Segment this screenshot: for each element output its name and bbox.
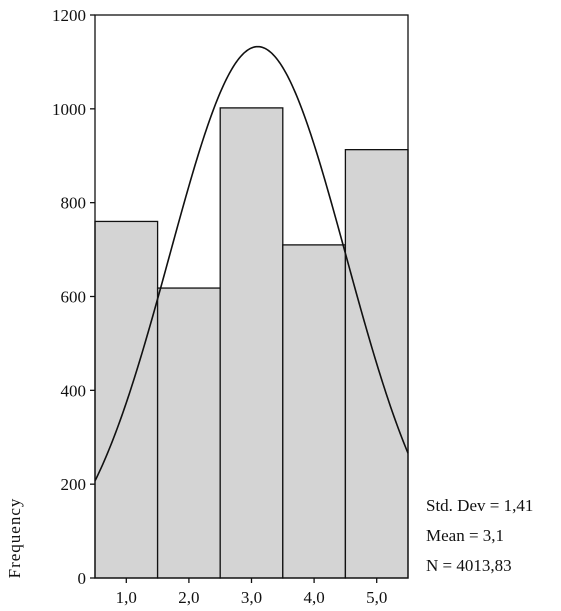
y-tick-label: 800	[61, 194, 87, 213]
x-axis: 1,0 2,0 3,0 4,0 5,0	[116, 578, 387, 607]
x-tick-label: 3,0	[241, 588, 262, 607]
histogram-bar	[282, 244, 347, 579]
y-axis: 0 200 400 600 800 1000 1200	[52, 6, 95, 588]
y-tick-label: 600	[61, 288, 87, 307]
std-dev-label: Std. Dev = 1,41	[426, 496, 533, 515]
y-tick-label: 1200	[52, 6, 86, 25]
stats-box: Std. Dev = 1,41 Mean = 3,1 N = 4013,83	[426, 496, 533, 575]
y-tick-label: 1000	[52, 100, 86, 119]
y-tick-label: 0	[78, 569, 87, 588]
histogram-bar	[156, 287, 221, 579]
y-tick-label: 200	[61, 475, 87, 494]
n-label: N = 4013,83	[426, 556, 512, 575]
x-tick-label: 1,0	[116, 588, 137, 607]
x-tick-label: 5,0	[366, 588, 387, 607]
normal-curve	[94, 45, 409, 482]
y-tick-label: 400	[61, 381, 87, 400]
mean-label: Mean = 3,1	[426, 526, 504, 545]
x-tick-label: 4,0	[303, 588, 324, 607]
x-tick-label: 2,0	[178, 588, 199, 607]
histogram-bar	[94, 220, 159, 579]
bars-group	[94, 107, 409, 579]
y-axis-label: Frequency	[5, 498, 24, 579]
histogram-bar	[219, 107, 284, 579]
